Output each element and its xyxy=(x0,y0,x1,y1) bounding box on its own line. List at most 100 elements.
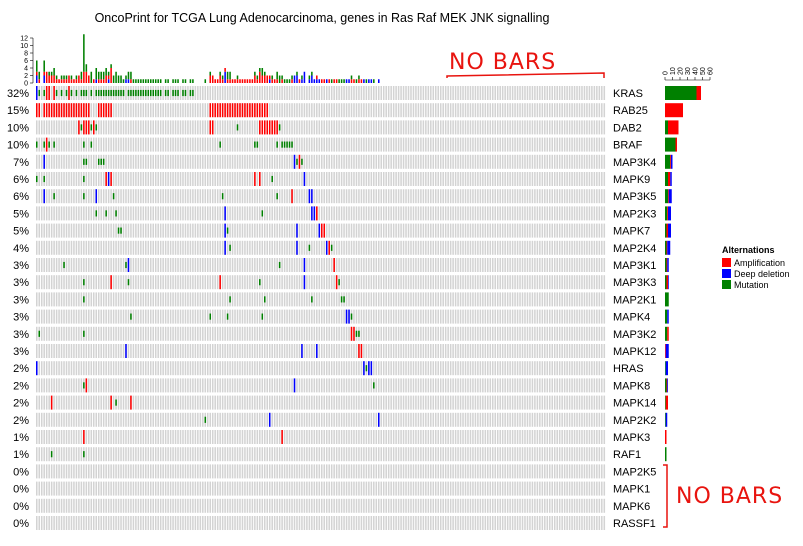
top-bar-mut xyxy=(358,75,360,80)
grid-cell xyxy=(437,412,440,427)
grid-cell xyxy=(556,103,558,118)
grid-cell xyxy=(110,120,112,135)
grid-cell xyxy=(216,240,219,255)
grid-cell xyxy=(172,103,174,118)
grid-cell xyxy=(444,223,447,238)
grid-cell xyxy=(316,240,318,255)
grid-cell xyxy=(430,258,432,272)
grid-cell xyxy=(276,275,278,290)
grid-cell xyxy=(464,223,467,238)
grid-cell xyxy=(311,326,313,341)
grid-cell xyxy=(499,86,501,100)
grid-cell xyxy=(308,223,311,238)
grid-cell xyxy=(506,344,509,358)
grid-cell xyxy=(239,240,241,255)
grid-cell xyxy=(387,275,390,290)
grid-cell xyxy=(531,120,534,135)
grid-cell xyxy=(430,172,432,186)
grid-cell xyxy=(209,154,212,169)
grid-cell xyxy=(501,292,504,307)
grid-cell xyxy=(469,412,472,427)
grid-cell xyxy=(192,292,194,307)
grid-cell xyxy=(202,430,204,444)
grid-cell xyxy=(526,378,529,393)
grid-cell xyxy=(45,326,48,341)
grid-cell xyxy=(73,172,75,186)
grid-cell xyxy=(259,344,261,358)
grid-cell xyxy=(469,240,472,255)
grid-cell xyxy=(325,223,328,238)
grid-cell xyxy=(479,344,482,358)
grid-cell xyxy=(194,412,197,427)
grid-cell xyxy=(400,361,402,376)
grid-cell xyxy=(283,240,286,255)
grid-cell xyxy=(221,309,224,324)
grid-cell xyxy=(107,120,110,135)
grid-cell xyxy=(281,172,283,186)
grid-cell xyxy=(387,223,390,238)
grid-cell xyxy=(38,378,41,393)
grid-cell xyxy=(442,292,444,307)
grid-cell xyxy=(145,189,147,204)
grid-cell xyxy=(571,412,573,427)
grid-cell xyxy=(132,275,135,290)
grid-cell xyxy=(211,189,214,204)
grid-cell xyxy=(268,344,271,358)
grid-cell xyxy=(563,378,566,393)
grid-cell xyxy=(536,309,539,324)
grid-cell xyxy=(439,103,442,118)
grid-cell xyxy=(452,378,454,393)
grid-cell xyxy=(477,206,479,221)
grid-cell xyxy=(496,361,499,376)
grid-cell xyxy=(313,395,316,410)
grid-cell xyxy=(241,326,244,341)
grid-cell xyxy=(407,344,410,358)
top-bar-mut xyxy=(125,75,127,80)
grid-cell xyxy=(472,206,474,221)
grid-cell xyxy=(484,206,487,221)
grid-cell xyxy=(526,395,529,410)
grid-cell xyxy=(536,189,539,204)
grid-cell xyxy=(402,395,405,410)
grid-cell xyxy=(544,412,546,427)
grid-cell xyxy=(286,378,288,393)
grid-cell xyxy=(211,154,214,169)
grid-cell xyxy=(264,154,266,169)
grid-cell xyxy=(184,412,187,427)
grid-cell xyxy=(601,309,603,324)
grid-cell xyxy=(601,240,603,255)
grid-cell xyxy=(303,378,306,393)
grid-cell xyxy=(97,172,100,186)
grid-cell xyxy=(78,309,80,324)
grid-cell xyxy=(363,344,365,358)
grid-cell xyxy=(412,172,415,186)
grid-cell xyxy=(291,120,293,135)
grid-cell xyxy=(75,378,78,393)
grid-cell xyxy=(506,172,509,186)
grid-cell xyxy=(479,361,482,376)
grid-cell xyxy=(484,223,487,238)
grid-cell xyxy=(216,309,219,324)
grid-cell xyxy=(93,275,95,290)
grid-cell xyxy=(395,275,397,290)
grid-cell xyxy=(179,103,182,118)
grid-cell xyxy=(430,326,432,341)
grid-cell xyxy=(375,137,378,152)
grid-cell xyxy=(333,189,335,204)
grid-cell xyxy=(358,412,360,427)
grid-cell xyxy=(63,275,65,290)
grid-cell xyxy=(333,275,335,290)
grid-cell xyxy=(380,309,383,324)
grid-cell xyxy=(553,189,556,204)
grid-cell xyxy=(335,292,338,307)
grid-cell xyxy=(325,292,328,307)
grid-cell xyxy=(273,275,276,290)
grid-cell xyxy=(370,189,373,204)
grid-cell xyxy=(380,223,383,238)
grid-cell xyxy=(93,154,95,169)
grid-cell xyxy=(194,395,197,410)
grid-cell xyxy=(482,326,484,341)
grid-cell xyxy=(283,344,286,358)
grid-cell xyxy=(316,223,318,238)
grid-cell xyxy=(90,172,93,186)
